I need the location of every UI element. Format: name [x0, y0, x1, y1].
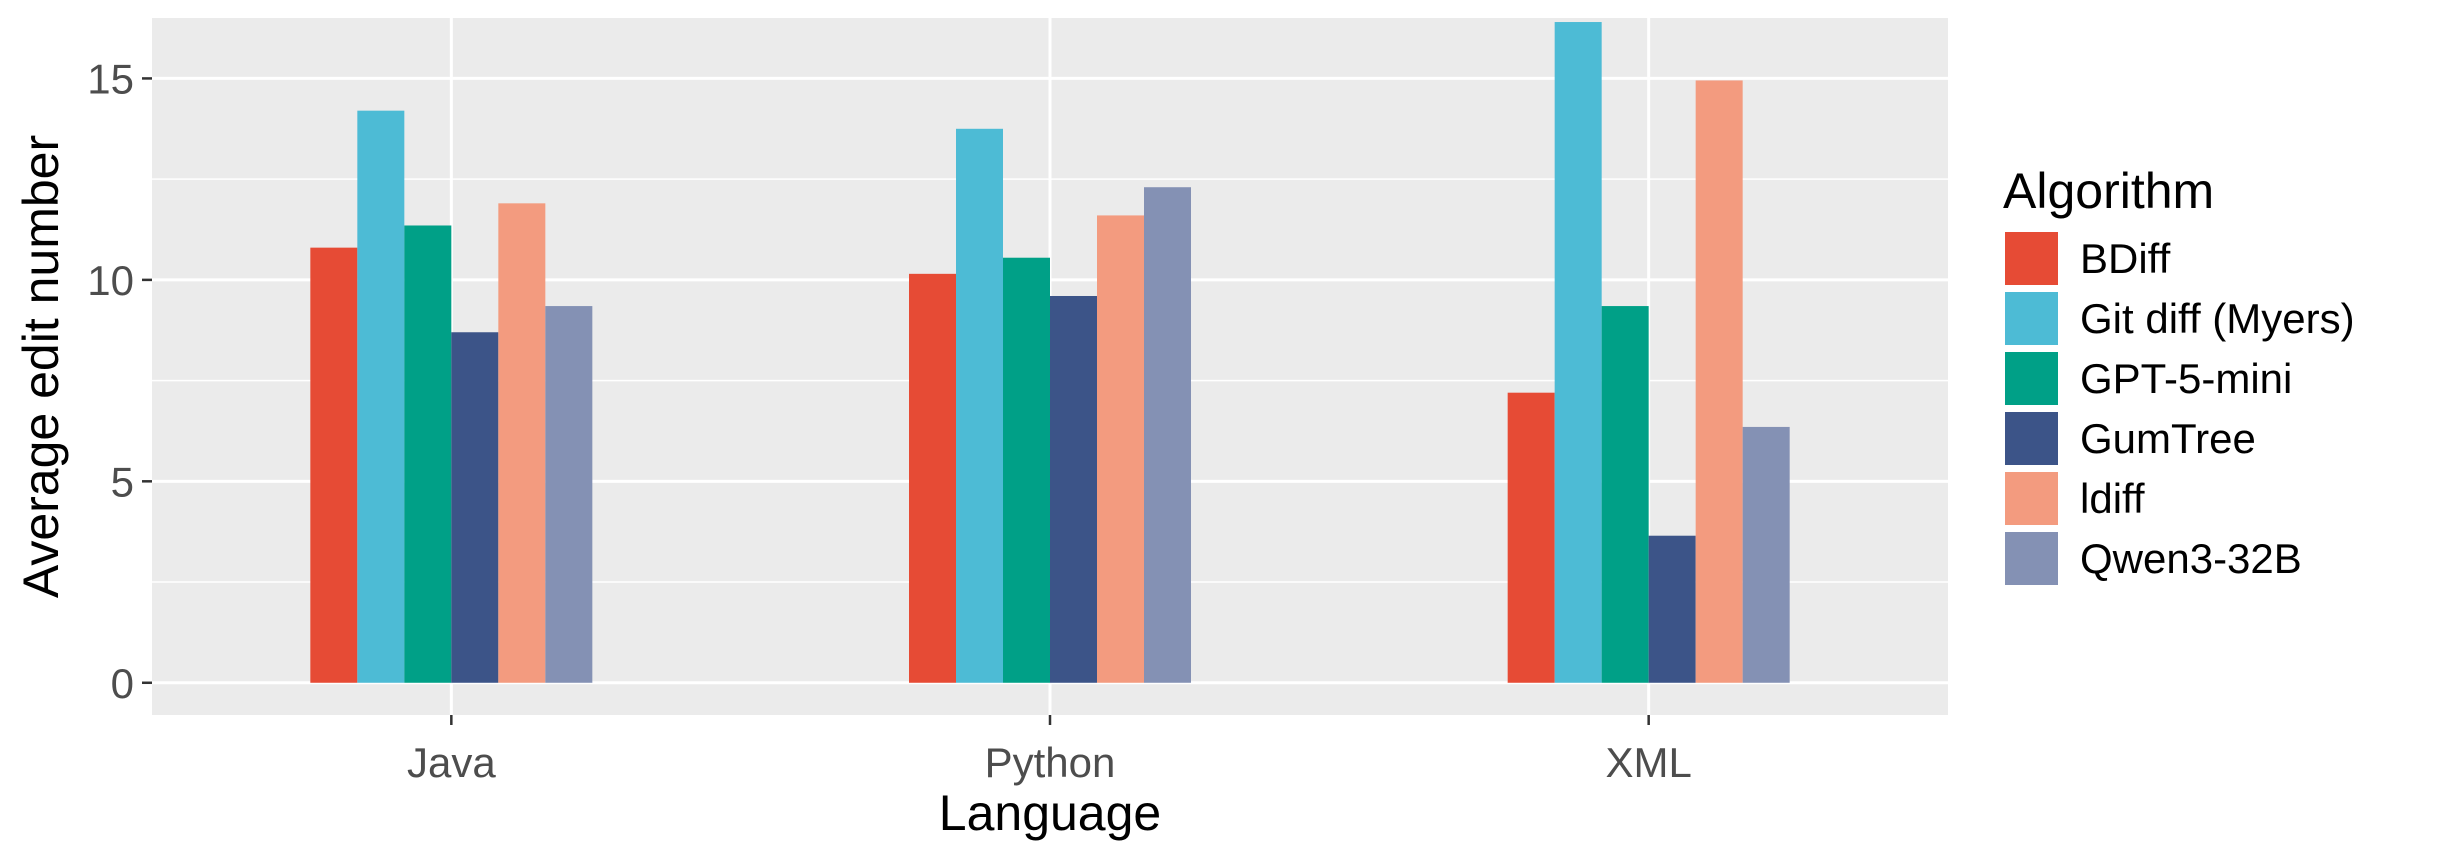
y-tick-label: 10 — [87, 257, 134, 304]
legend-key — [2005, 472, 2058, 525]
bar-gpt-5-mini-java — [404, 225, 452, 683]
y-axis-ticks: 0 5 10 15 — [87, 55, 152, 707]
legend-label: GumTree — [2080, 415, 2256, 462]
legend: Algorithm BDiff Git diff (Myers) GPT-5-min… — [2003, 163, 2355, 585]
legend-key — [2005, 412, 2058, 465]
legend-key — [2005, 232, 2058, 285]
y-tick-label: 5 — [111, 458, 134, 505]
x-tick-label: Java — [407, 739, 496, 786]
bar-git-diff-myers-python — [956, 128, 1003, 683]
bar-ldiff-xml — [1695, 80, 1743, 683]
y-tick-label: 15 — [87, 55, 134, 102]
bars — [310, 22, 1790, 683]
bar-gumtree-java — [451, 332, 499, 683]
bar-gumtree-python — [1050, 295, 1097, 683]
legend-key — [2005, 532, 2058, 585]
legend-key — [2005, 352, 2058, 405]
legend-label: Git diff (Myers) — [2080, 295, 2355, 342]
bar-ldiff-java — [498, 203, 546, 683]
legend-label: Qwen3-32B — [2080, 535, 2302, 582]
bar-qwen3-32b-xml — [1742, 426, 1790, 683]
bar-git-diff-myers-xml — [1554, 22, 1602, 683]
legend-label: ldiff — [2080, 475, 2145, 522]
x-tick-label: Python — [985, 739, 1116, 786]
bar-gpt-5-mini-python — [1003, 257, 1050, 683]
legend-label: GPT-5-mini — [2080, 355, 2292, 402]
bar-bdiff-python — [909, 273, 956, 683]
bar-gpt-5-mini-xml — [1601, 306, 1649, 683]
x-axis-ticks: Java Python XML — [407, 715, 1692, 786]
x-axis-title: Language — [939, 785, 1161, 841]
bar-bdiff-java — [310, 247, 358, 683]
y-axis-title: Average edit number — [13, 135, 69, 598]
legend-label: BDiff — [2080, 235, 2171, 282]
x-tick-label: XML — [1605, 739, 1691, 786]
bar-qwen3-32b-java — [545, 306, 593, 683]
legend-key — [2005, 292, 2058, 345]
bar-bdiff-xml — [1507, 392, 1555, 683]
y-tick-label: 0 — [111, 660, 134, 707]
bar-gumtree-xml — [1648, 535, 1696, 683]
bar-git-diff-myers-java — [357, 110, 405, 683]
bar-qwen3-32b-python — [1144, 187, 1191, 683]
legend-title: Algorithm — [2003, 163, 2214, 219]
bar-ldiff-python — [1097, 215, 1144, 683]
